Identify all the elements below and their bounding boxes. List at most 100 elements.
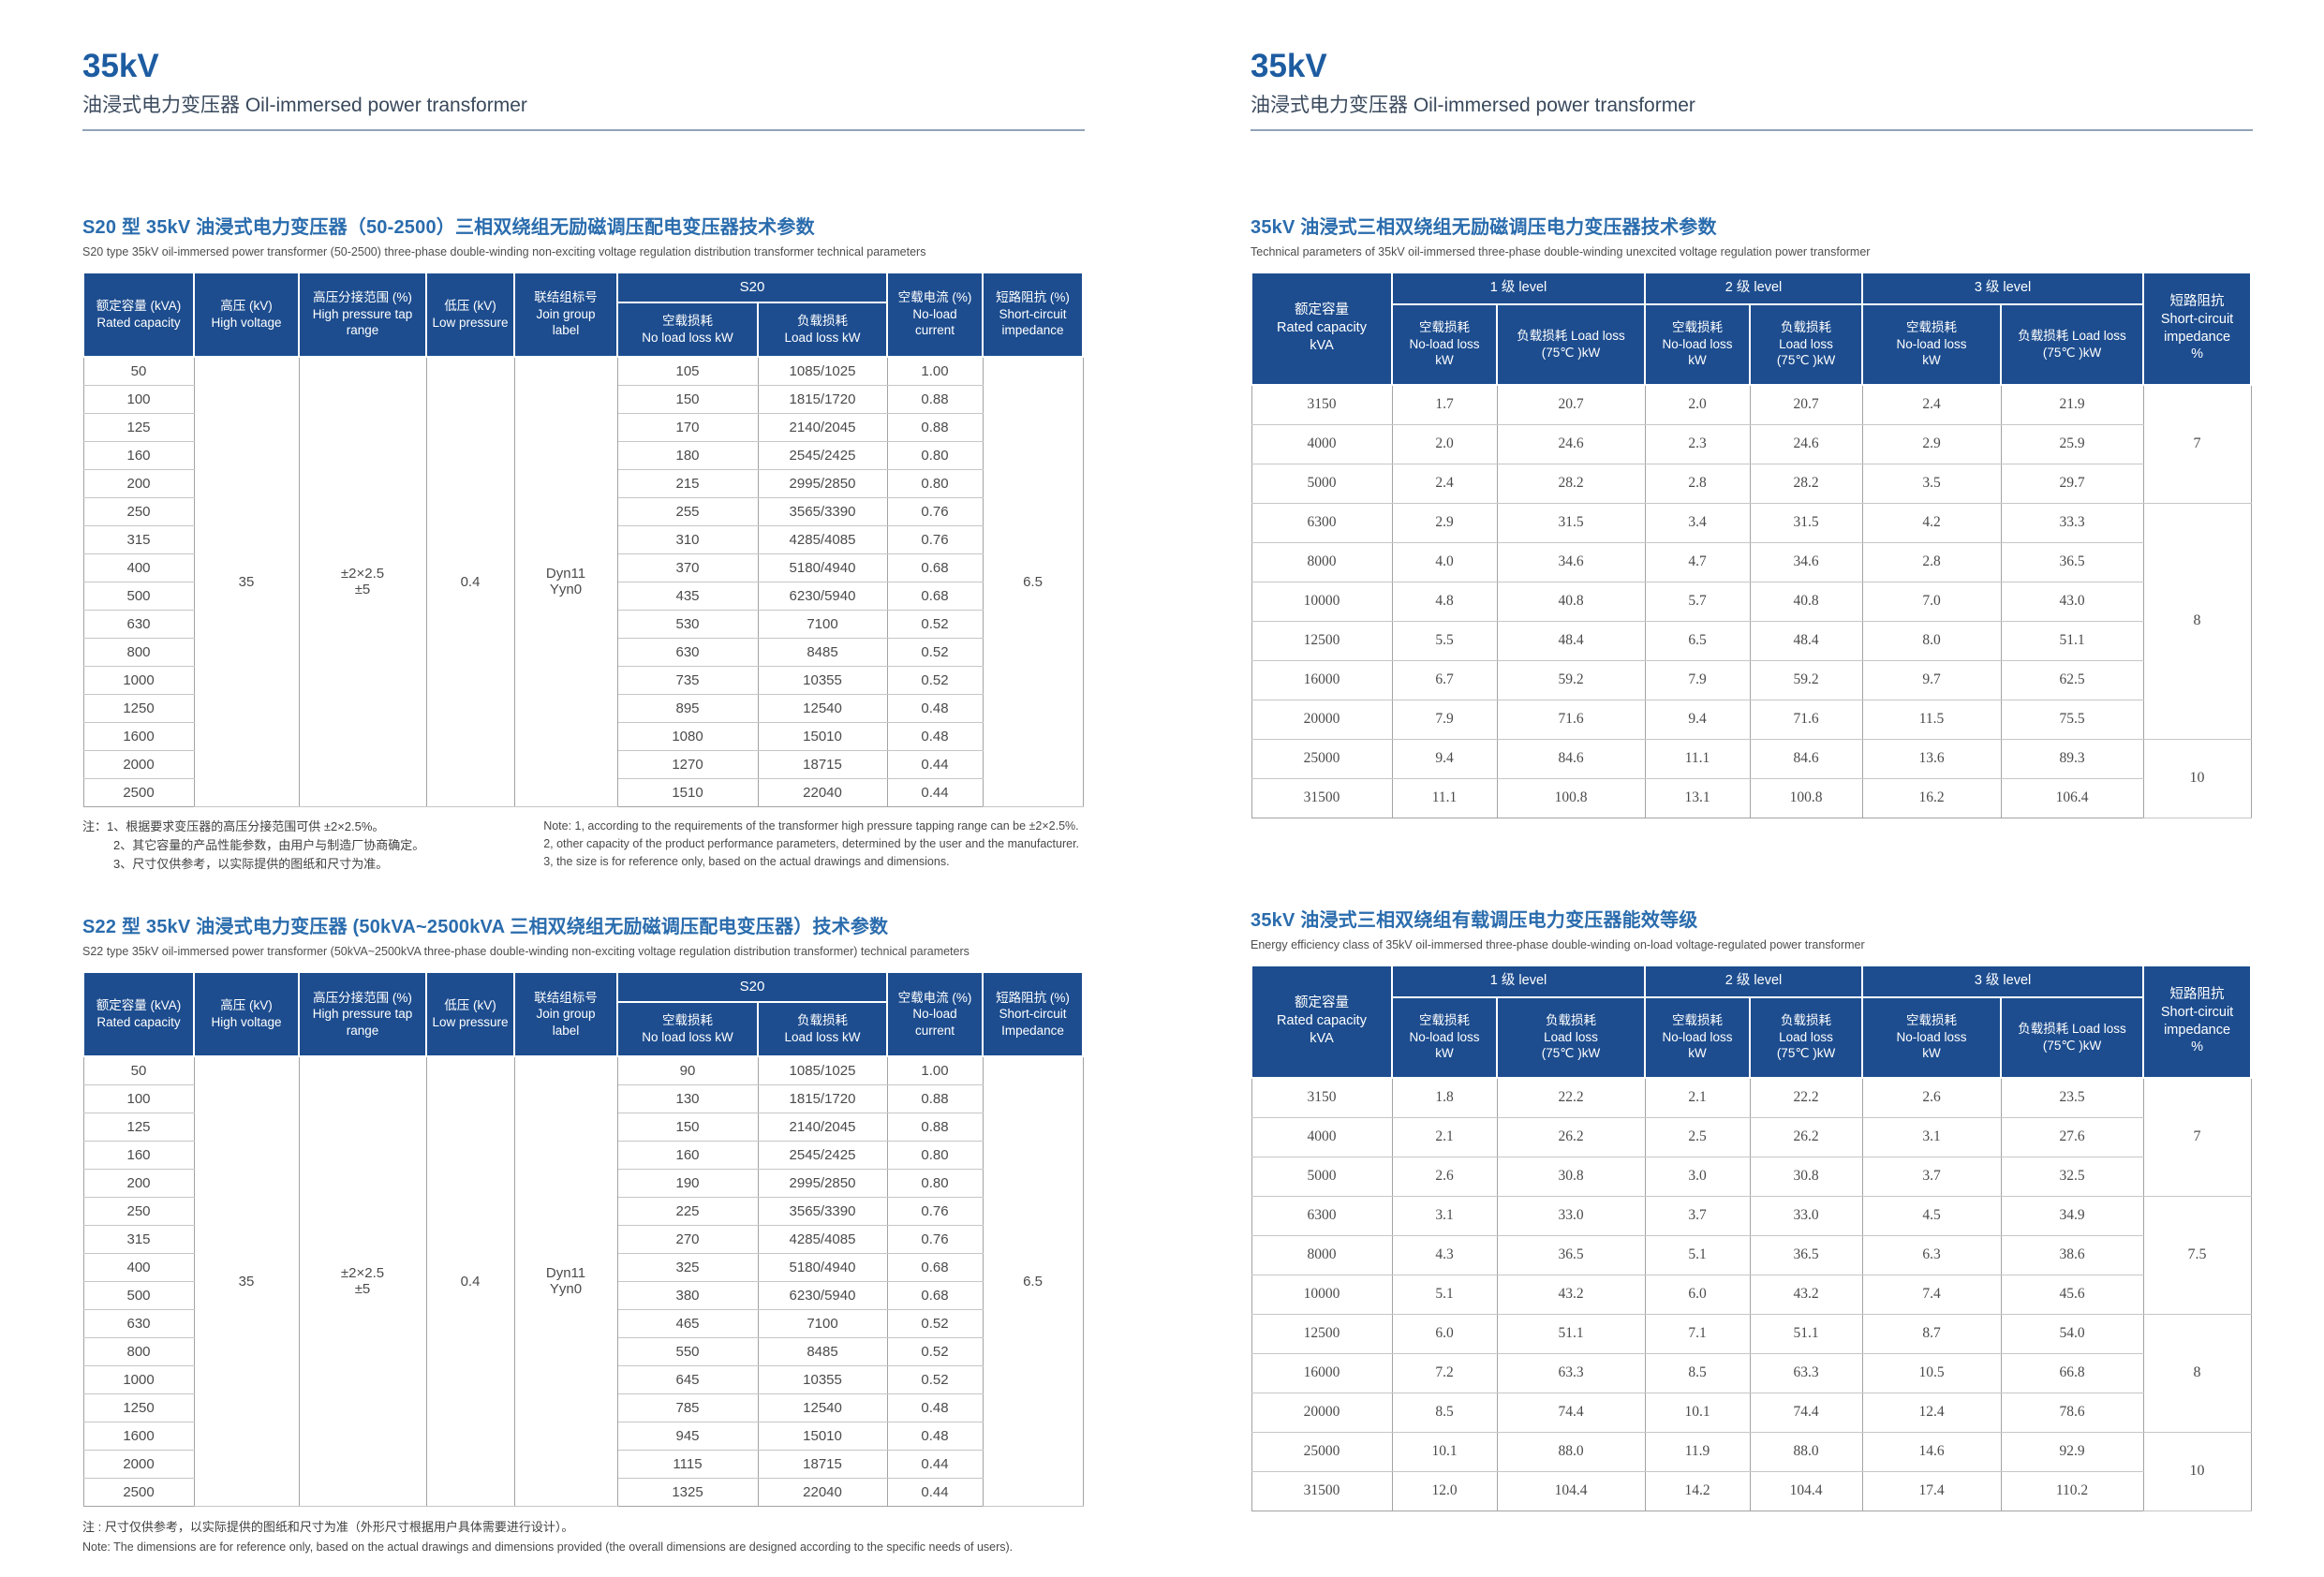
table-cell: 1600 bbox=[82, 1422, 195, 1451]
table-cell: 7.9 bbox=[1645, 660, 1751, 700]
table-row: 25000 10.1 88.0 11.9 88.0 14.6 92.9 10 bbox=[1251, 1432, 2252, 1511]
table-cell: 215 bbox=[617, 469, 759, 498]
table-cell: 3.0 bbox=[1645, 1157, 1751, 1197]
table-cell: 8.5 bbox=[1645, 1353, 1751, 1393]
table-cell: 36.5 bbox=[1497, 1235, 1646, 1275]
section-title-cn: S22 型 35kV 油浸式电力变压器 (50kVA~2500kVA 三相双绕组… bbox=[82, 916, 889, 937]
table-cell: 15010 bbox=[758, 1422, 888, 1451]
table-cell: 2.5 bbox=[1645, 1117, 1751, 1157]
table-row: 25000 9.4 84.6 11.1 84.6 13.6 89.3 10 bbox=[1251, 739, 2252, 818]
table-cell: 63.3 bbox=[1497, 1353, 1646, 1393]
table-cell: 33.0 bbox=[1497, 1196, 1646, 1236]
table-cell: 59.2 bbox=[1497, 660, 1646, 700]
column-header-rated-capacity: 额定容量 Rated capacity kVA bbox=[1251, 271, 1393, 386]
table-cell: 2545/2425 bbox=[758, 441, 888, 470]
column-group-level-1: 1 级 level bbox=[1390, 964, 1647, 998]
table-cell: 0.52 bbox=[887, 1365, 984, 1394]
column-header-no-load-loss: 空载损耗 No-load loss kW bbox=[1644, 995, 1752, 1079]
page-subtitle: 油浸式电力变压器 Oil-immersed power transformer bbox=[1251, 94, 1695, 116]
table-cell: 105 bbox=[617, 356, 759, 386]
table-cell: 0.88 bbox=[887, 385, 984, 414]
table-cell: 0.48 bbox=[887, 1393, 984, 1422]
table-row: 3150 1.8 22.2 2.1 22.2 2.6 23.5 7 bbox=[1251, 1077, 2252, 1197]
table-cell: 160 bbox=[617, 1141, 759, 1170]
table-row: 4000 2.0 24.6 2.3 24.6 2.9 25.9 bbox=[1251, 424, 2251, 464]
table-cell: 2000 bbox=[82, 1450, 195, 1479]
table-cell: 34.6 bbox=[1497, 542, 1646, 582]
header-rule bbox=[82, 128, 1085, 131]
table-cell: 20000 bbox=[1251, 1393, 1393, 1433]
table-row: 8000 4.3 36.5 5.1 36.5 6.3 38.6 bbox=[1251, 1235, 2251, 1275]
table-cell: 0.80 bbox=[887, 1169, 984, 1198]
column-header-tap-range: 高压分接范围 (%) High pressure tap range bbox=[298, 271, 427, 358]
column-header-load-loss: 负载损耗 Load loss kW bbox=[756, 1000, 889, 1057]
table-cell: 110.2 bbox=[2001, 1471, 2144, 1511]
table-cell: 1250 bbox=[82, 694, 195, 723]
column-header-no-load-loss: 空载损耗 No-load loss kW bbox=[1861, 995, 2003, 1079]
table-cell: 3565/3390 bbox=[758, 1197, 888, 1226]
table-cell: 43.2 bbox=[1497, 1275, 1646, 1315]
table-cell: 3.7 bbox=[1862, 1157, 2002, 1197]
table-cell: 21.9 bbox=[2001, 384, 2144, 425]
table-cell: 88.0 bbox=[1750, 1432, 1863, 1472]
column-header-rated-capacity: 额定容量 (kVA) Rated capacity bbox=[82, 271, 195, 358]
table-cell: 17.4 bbox=[1862, 1471, 2002, 1511]
table-cell: 8 bbox=[2143, 503, 2252, 740]
table-cell: 7.0 bbox=[1862, 582, 2002, 622]
table-cell: 310 bbox=[617, 525, 759, 554]
table-cell: 2.6 bbox=[1392, 1157, 1498, 1197]
table-cell: 5000 bbox=[1251, 464, 1393, 504]
table-cell: 9.7 bbox=[1862, 660, 2002, 700]
column-header-no-load-current: 空载电流 (%) No-load current bbox=[886, 970, 984, 1057]
table-cell: 270 bbox=[617, 1225, 759, 1254]
table-cell: 11.1 bbox=[1645, 739, 1751, 779]
table-body: 50 35 ±2×2.5 ±5 0.4 Dyn11 Yyn0 105 1085/1025 1.… bbox=[82, 356, 1084, 807]
table-row: 630 530 7100 0.52 bbox=[82, 610, 1083, 639]
table-row: 315 310 4285/4085 0.76 bbox=[82, 525, 1083, 554]
table-cell: 2.6 bbox=[1862, 1077, 2002, 1118]
table-cell: 500 bbox=[82, 582, 195, 611]
table-row: 2000 1270 18715 0.44 bbox=[82, 750, 1083, 779]
table-cell: 40.8 bbox=[1750, 582, 1863, 622]
table-row: 1600 1080 15010 0.48 bbox=[82, 722, 1083, 751]
table-cell: 74.4 bbox=[1750, 1393, 1863, 1433]
table-cell: 34.9 bbox=[2001, 1196, 2144, 1236]
table-cell: 4.8 bbox=[1392, 582, 1498, 622]
table-cell: 20.7 bbox=[1497, 384, 1646, 425]
table-cell: 150 bbox=[617, 1113, 759, 1142]
table-cell: 0.76 bbox=[887, 1225, 984, 1254]
notes-english: Note: 1, according to the requirements o… bbox=[543, 818, 1085, 874]
table-cell: 25000 bbox=[1251, 739, 1393, 779]
table-cell: 12.0 bbox=[1392, 1471, 1498, 1511]
table-cell: 100.8 bbox=[1750, 778, 1863, 818]
table-cell: 8.7 bbox=[1862, 1314, 2002, 1354]
page-subtitle: 油浸式电力变压器 Oil-immersed power transformer bbox=[82, 94, 527, 116]
column-header-load-loss: 负载损耗 Load loss kW bbox=[756, 301, 889, 358]
table-cell: 2.4 bbox=[1392, 464, 1498, 504]
table-row: 1250 785 12540 0.48 bbox=[82, 1393, 1083, 1422]
table-row: 31500 11.1 100.8 13.1 100.8 16.2 106.4 bbox=[1251, 778, 2251, 818]
column-header-rated-capacity: 额定容量 (kVA) Rated capacity bbox=[82, 970, 195, 1057]
table-row: 1600 945 15010 0.48 bbox=[82, 1422, 1083, 1451]
note-line: 3, the size is for reference only, based… bbox=[543, 855, 950, 869]
table-cell: 200 bbox=[82, 469, 195, 498]
table-cell: 34.6 bbox=[1750, 542, 1863, 582]
table-cell: 50 bbox=[82, 356, 195, 386]
table-cell: 10000 bbox=[1251, 1275, 1393, 1315]
table-cell: 2.9 bbox=[1862, 424, 2002, 464]
table-cell: 7 bbox=[2143, 1077, 2252, 1197]
note-line: 3、尺寸仅供参考，以实际提供的图纸和尺寸为准。 bbox=[113, 856, 389, 871]
table-cell: 89.3 bbox=[2001, 739, 2144, 779]
column-header-load-loss: 负载损耗 Load loss (75℃ )kW bbox=[1495, 995, 1647, 1079]
table-cell: 51.1 bbox=[2001, 621, 2144, 661]
table-cell: 7.1 bbox=[1645, 1314, 1751, 1354]
table-row: 12500 6.0 51.1 7.1 51.1 8.7 54.0 8 bbox=[1251, 1314, 2252, 1433]
column-group-level-2: 2 级 level bbox=[1644, 271, 1864, 305]
table-cell: 33.0 bbox=[1750, 1196, 1863, 1236]
table-cell: 0.68 bbox=[887, 1281, 984, 1310]
table-cell: 6.5 bbox=[1645, 621, 1751, 661]
section-title-cn: 35kV 油浸式三相双绕组无励磁调压电力变压器技术参数 bbox=[1251, 216, 1717, 238]
section-title-en: S20 type 35kV oil-immersed power transfo… bbox=[82, 244, 926, 258]
table-cell: 5.1 bbox=[1392, 1275, 1498, 1315]
